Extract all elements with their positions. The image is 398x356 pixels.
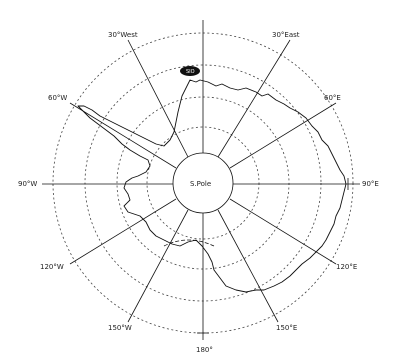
meridian-line-150w [127, 209, 189, 323]
meridian-label-150w: 150°W [108, 324, 132, 332]
meridian-label-60w: 60°W [48, 94, 67, 102]
center-label-south-pole: S.Pole [190, 180, 211, 188]
meridian-label-150e: 150°E [276, 324, 297, 332]
meridian-line-150e [217, 209, 279, 323]
meridian-line-120w [69, 198, 177, 265]
station-marker: SIO [180, 66, 200, 76]
meridian-lines [42, 20, 360, 340]
meridian-line-60e [229, 102, 337, 169]
latitude-ring [146, 126, 260, 240]
ice-shelf-front [163, 239, 215, 247]
meridian-label-30w: 30°West [108, 31, 138, 39]
meridian-label-90w: 90°W [18, 180, 37, 188]
meridian-label-90e: 90°E [362, 180, 379, 188]
meridian-label-60e: 60°E [324, 94, 341, 102]
meridian-line-30w [127, 39, 189, 158]
latitude-ring [116, 96, 290, 270]
meridian-line-120e [229, 198, 337, 265]
station-label: SIO [186, 69, 195, 75]
meridian-label-120e: 120°E [336, 263, 357, 271]
meridian-line-60w [69, 102, 177, 169]
meridian-label-120w: 120°W [40, 263, 64, 271]
meridian-label-180: 180° [196, 346, 213, 354]
meridian-line-30e [217, 39, 291, 158]
antarctica-coastline [77, 79, 347, 293]
station-blob-icon [180, 66, 200, 76]
meridian-label-30e: 30°East [272, 31, 300, 39]
